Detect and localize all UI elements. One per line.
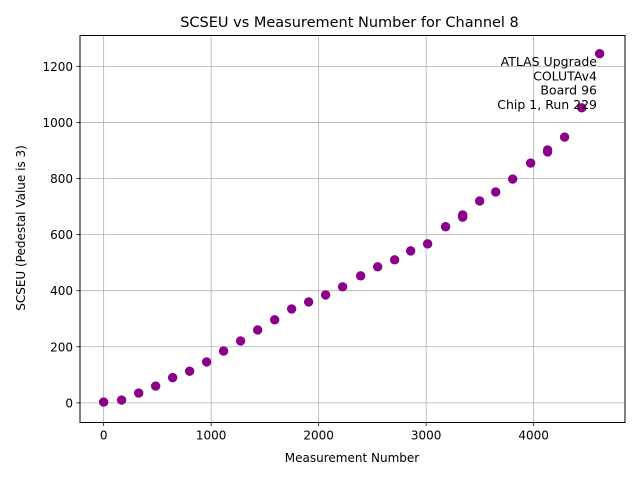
- x-tick-label: 4000: [518, 429, 549, 443]
- data-point: [269, 315, 280, 325]
- y-tick-label: 400: [50, 284, 73, 298]
- data-point: [389, 255, 400, 265]
- data-point: [98, 397, 109, 407]
- y-axis-label: SCSEU (Pedestal Value is 3): [14, 145, 28, 311]
- y-tick-label: 600: [50, 228, 73, 242]
- data-point: [372, 262, 383, 272]
- data-point: [184, 366, 195, 376]
- data-point: [235, 336, 246, 346]
- data-point: [303, 297, 314, 307]
- data-point: [559, 132, 570, 142]
- data-point: [490, 187, 501, 197]
- data-point: [440, 222, 451, 232]
- data-point: [507, 174, 518, 184]
- data-point: [116, 395, 127, 405]
- x-tick-label: 2000: [303, 429, 334, 443]
- x-tick-label: 1000: [196, 429, 227, 443]
- annotation-line: ATLAS Upgrade: [501, 54, 598, 69]
- y-tick-label: 200: [50, 340, 73, 354]
- y-tick-label: 1000: [42, 116, 73, 130]
- data-point: [286, 304, 297, 314]
- chart-title: SCSEU vs Measurement Number for Channel …: [180, 15, 519, 31]
- data-point: [320, 290, 331, 300]
- annotation-line: Chip 1, Run 229: [497, 97, 597, 112]
- y-tick-label: 800: [50, 172, 73, 186]
- data-point: [594, 49, 605, 59]
- data-point: [474, 196, 485, 206]
- annotation-line: Board 96: [540, 83, 597, 98]
- data-point: [576, 103, 587, 113]
- data-point: [457, 210, 468, 220]
- data-point: [355, 271, 366, 281]
- data-point: [201, 357, 212, 367]
- data-point: [133, 388, 144, 398]
- plot-frame: [79, 35, 626, 423]
- data-point: [542, 145, 553, 155]
- annotation-line: COLUTAv4: [533, 68, 597, 83]
- y-tick-label: 1200: [42, 60, 73, 74]
- data-point: [405, 246, 416, 256]
- data-point: [252, 325, 263, 335]
- data-point: [218, 346, 229, 356]
- data-point: [422, 239, 433, 249]
- data-point: [167, 372, 178, 383]
- data-point: [337, 282, 348, 292]
- x-tick-label: 3000: [411, 429, 442, 443]
- data-point: [525, 158, 536, 168]
- x-tick-label: 0: [100, 429, 108, 443]
- x-axis-label: Measurement Number: [285, 451, 419, 465]
- y-tick-label: 0: [65, 396, 73, 410]
- data-point: [150, 381, 161, 391]
